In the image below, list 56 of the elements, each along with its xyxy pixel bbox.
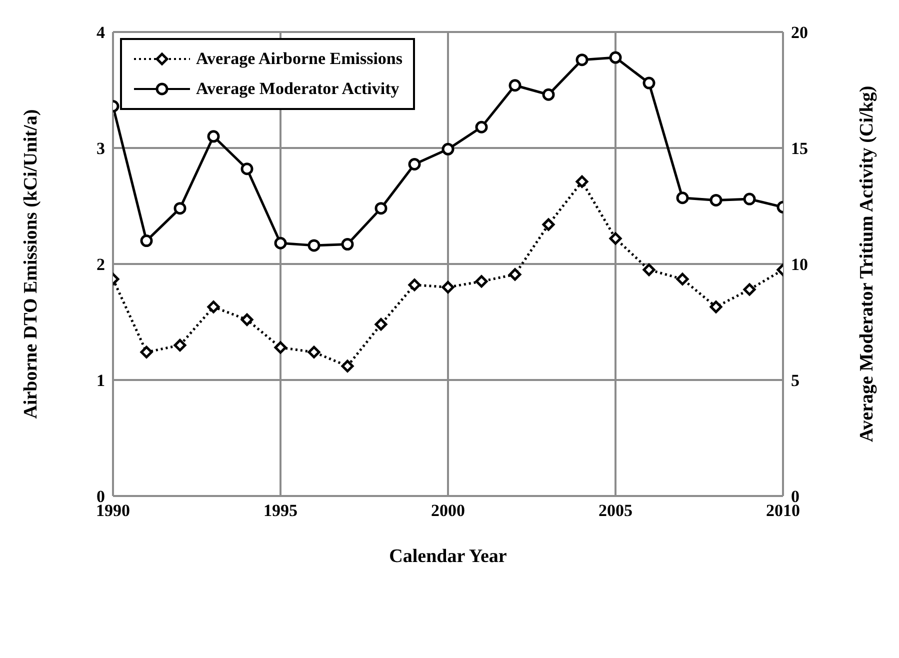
y-axis-title: Airborne DTO Emissions (kCi/Unit/a): [20, 109, 42, 419]
point: [743, 192, 756, 206]
point: [308, 239, 320, 252]
point: [442, 280, 454, 294]
point: [408, 278, 421, 292]
y-tick-label: 1: [96, 371, 105, 390]
point: [207, 300, 220, 314]
point: [240, 313, 254, 326]
point: [676, 272, 689, 286]
y2-axis-title: Average Moderator Tritium Activity (Ci/kg): [856, 86, 878, 442]
legend-label: Average Airborne Emissions: [196, 49, 403, 69]
point: [274, 341, 287, 354]
x-tick-label: 2000: [431, 501, 465, 520]
point: [442, 142, 454, 156]
point: [710, 194, 722, 206]
point: [475, 120, 488, 134]
y-tick-label: 4: [96, 23, 106, 42]
point: [642, 76, 656, 90]
point: [508, 268, 522, 281]
point: [676, 192, 689, 204]
point: [174, 202, 186, 215]
y2-tick-label: 15: [791, 139, 808, 158]
point: [710, 300, 722, 314]
x-tick-label: 2005: [598, 501, 632, 520]
point: [341, 360, 354, 372]
point: [609, 51, 622, 64]
point: [274, 236, 287, 250]
y-tick-label: 2: [96, 255, 105, 274]
point: [174, 338, 186, 352]
point: [374, 202, 388, 215]
x-axis-title: Calendar Year: [389, 546, 508, 567]
point: [308, 346, 320, 358]
point: [542, 88, 555, 101]
point: [341, 238, 354, 251]
x-tick-label: 1995: [264, 501, 298, 520]
legend-label: Average Moderator Activity: [196, 79, 400, 99]
point: [207, 130, 220, 143]
x-tick-label: 2010: [766, 501, 800, 520]
point: [542, 218, 555, 231]
point: [240, 162, 254, 176]
point: [475, 275, 488, 288]
point: [408, 158, 421, 170]
point: [743, 283, 756, 296]
point: [140, 346, 153, 358]
y2-tick-label: 5: [791, 371, 800, 390]
point: [642, 264, 656, 276]
point: [609, 232, 622, 245]
y2-tick-label: 10: [791, 255, 808, 274]
point: [140, 234, 153, 248]
y2-tick-label: 20: [791, 23, 808, 42]
point: [508, 79, 522, 92]
y-tick-label: 3: [96, 139, 105, 158]
point: [576, 54, 588, 66]
x-tick-label: 1990: [96, 501, 130, 520]
point: [576, 175, 588, 188]
point: [374, 318, 388, 331]
